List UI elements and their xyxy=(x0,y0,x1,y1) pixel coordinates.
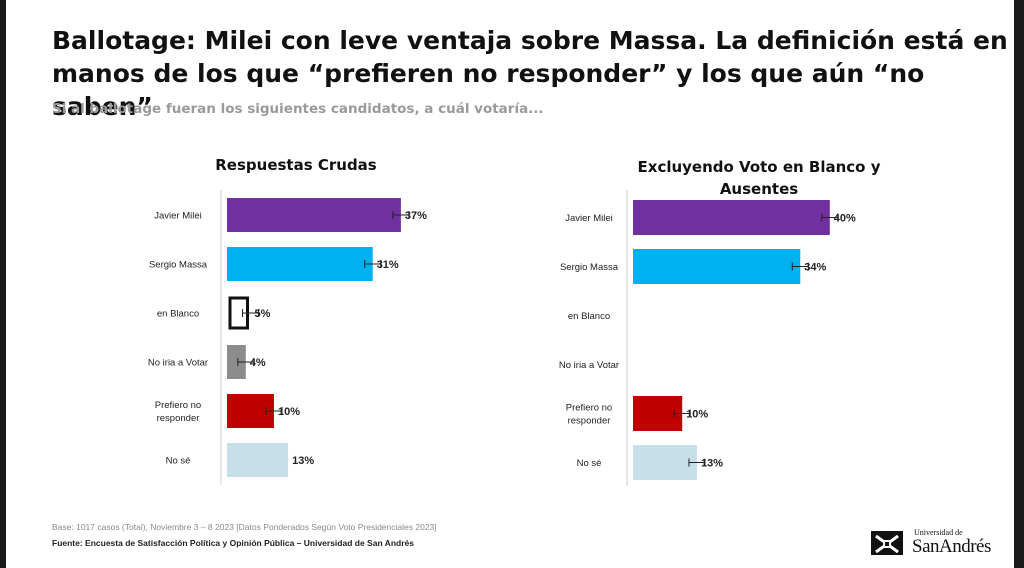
category-label: en Blanco xyxy=(568,311,610,322)
category-label: Sergio Massa xyxy=(560,262,619,273)
category-label: Javier Milei xyxy=(565,213,613,224)
category-label: Sergio Massa xyxy=(149,260,208,271)
category-label: No iria a Votar xyxy=(559,360,619,371)
category-label: No sé xyxy=(577,458,602,469)
bar xyxy=(633,200,830,235)
data-label: 31% xyxy=(377,259,399,271)
data-label: 10% xyxy=(278,406,300,418)
bar xyxy=(227,443,289,477)
category-label: en Blanco xyxy=(157,309,199,320)
bar xyxy=(633,445,697,480)
data-label: 37% xyxy=(405,210,427,222)
bar xyxy=(227,198,401,232)
footer-source: Fuente: Encuesta de Satisfacción Polític… xyxy=(52,538,414,548)
slide: Ballotage: Milei con leve ventaja sobre … xyxy=(6,0,1014,568)
category-label: Javier Milei xyxy=(154,211,202,222)
chart-title-raw: Respuestas Crudas xyxy=(215,156,377,174)
data-label: 10% xyxy=(686,409,708,421)
university-logo: Universidad de SanAndrés xyxy=(868,528,1008,558)
charts-canvas: Javier Milei 37% Sergio Massa 31% en Blanco 5… xyxy=(148,190,856,486)
category-label: No iria a Votar xyxy=(148,358,208,369)
chart-raw-responses: Javier Milei 37% Sergio Massa 31% en Blanco 5… xyxy=(148,190,427,485)
category-label: No sé xyxy=(166,456,191,467)
data-label: 34% xyxy=(804,262,826,274)
page-title: Ballotage: Milei con leve ventaja sobre … xyxy=(52,26,1008,121)
crest-icon xyxy=(871,531,903,555)
logo-text-big: SanAndrés xyxy=(912,536,991,557)
category-label: Prefiero no responder xyxy=(566,403,612,427)
chart-excluding-blank: Javier Milei 40% Sergio Massa 34% en Blanco N… xyxy=(559,190,856,486)
chart-title-excluding: Excluyendo Voto en Blanco y Ausentes xyxy=(637,158,881,198)
window-edge xyxy=(1014,0,1024,568)
data-label: 4% xyxy=(250,357,266,369)
bar xyxy=(227,247,373,281)
footer-base-note: Base: 1017 casos (Total), Noviembre 3 – … xyxy=(52,522,437,532)
page-subtitle: Si al ballotage fueran los siguientes ca… xyxy=(52,101,544,117)
data-label: 5% xyxy=(255,308,271,320)
data-label: 13% xyxy=(701,458,723,470)
bar xyxy=(633,249,801,284)
logo-text-small: Universidad de xyxy=(914,528,963,537)
data-label: 40% xyxy=(834,213,856,225)
category-label: Prefiero no responder xyxy=(155,400,201,424)
data-label: 13% xyxy=(292,455,314,467)
bar xyxy=(227,345,246,379)
